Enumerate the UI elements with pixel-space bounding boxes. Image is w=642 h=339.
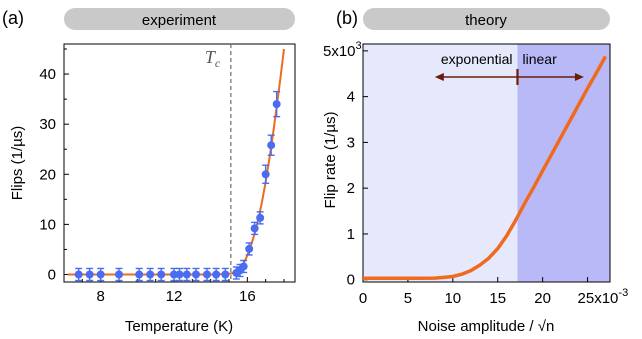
data-point <box>74 270 83 279</box>
data-point <box>85 270 94 279</box>
y-tick-label: 2 <box>347 180 355 197</box>
y-tick-label: 5x103 <box>323 40 362 60</box>
panel-b-title: theory <box>465 12 507 29</box>
data-point <box>146 270 155 279</box>
x-tick-label: 8 <box>96 288 104 305</box>
x-tick-label: 15 <box>489 290 506 307</box>
flip-rate-curve <box>363 55 608 281</box>
x-tick-label: 25x10-3 <box>578 287 629 307</box>
y-tick-label: 40 <box>39 66 56 83</box>
data-point <box>272 100 281 109</box>
y-tick-label: 10 <box>39 216 56 233</box>
panel-a: (a) experiment Temperature (K) Flips (1/… <box>2 8 296 335</box>
arrow-head-right <box>574 73 584 81</box>
region-label-linear: linear <box>522 51 557 67</box>
x-tick-label: 5 <box>404 290 412 307</box>
data-point <box>135 270 144 279</box>
tc-annotation: Tc <box>205 47 221 70</box>
y-tick-label: 0 <box>48 266 56 283</box>
x-tick-label: 16 <box>239 288 256 305</box>
data-point <box>239 262 248 271</box>
panel-a-title-box <box>64 8 295 30</box>
y-tick-label: 3 <box>347 134 355 151</box>
panel-b-plot-frame <box>362 43 611 283</box>
panel-b: (b) theory Noise amplitude / √n Flip rat… <box>322 8 628 335</box>
x-tick-label: 0 <box>359 290 367 307</box>
data-point <box>192 270 200 279</box>
y-tick-label: 30 <box>39 116 56 133</box>
panel-b-ylabel: Flip rate (1/µs) <box>322 112 339 209</box>
data-point <box>157 270 166 279</box>
data-point <box>115 270 123 279</box>
panel-a-label: (a) <box>2 8 24 28</box>
panel-a-xlabel: Temperature (K) <box>125 318 233 335</box>
data-point <box>170 270 178 279</box>
fit-curve <box>67 48 285 276</box>
data-point <box>221 270 230 279</box>
panel-a-title: experiment <box>142 12 217 29</box>
x-tick-label: 10 <box>444 290 461 307</box>
data-point <box>182 270 191 279</box>
region-label-exponential: exponential <box>441 51 513 67</box>
data-point <box>267 141 276 150</box>
data-point <box>203 270 211 279</box>
data-point <box>175 270 184 279</box>
y-tick-label: 1 <box>347 226 355 243</box>
y-tick-label: 4 <box>347 89 355 106</box>
panel-b-xlabel: Noise amplitude / √n <box>418 318 555 335</box>
x-tick-label: 12 <box>166 288 183 305</box>
panel-a-ylabel: Flips (1/µs) <box>9 126 26 200</box>
x-tick-label: 20 <box>534 290 551 307</box>
data-point <box>245 244 254 253</box>
data-point <box>261 170 270 179</box>
x-exponent: -3 <box>618 287 628 299</box>
y-tick-label: 20 <box>39 166 56 183</box>
data-point <box>250 224 259 233</box>
data-point <box>256 213 265 222</box>
region-linear <box>517 44 610 282</box>
panel-a-plot-frame <box>63 43 296 283</box>
region-exponential <box>363 44 518 282</box>
data-point <box>96 270 105 279</box>
y-exponent: 3 <box>356 40 362 52</box>
arrow-head-left <box>434 73 444 81</box>
panel-b-title-box <box>363 8 610 30</box>
data-point <box>212 270 221 279</box>
panel-b-label: (b) <box>336 8 358 28</box>
y-tick-label: 0 <box>347 272 355 289</box>
